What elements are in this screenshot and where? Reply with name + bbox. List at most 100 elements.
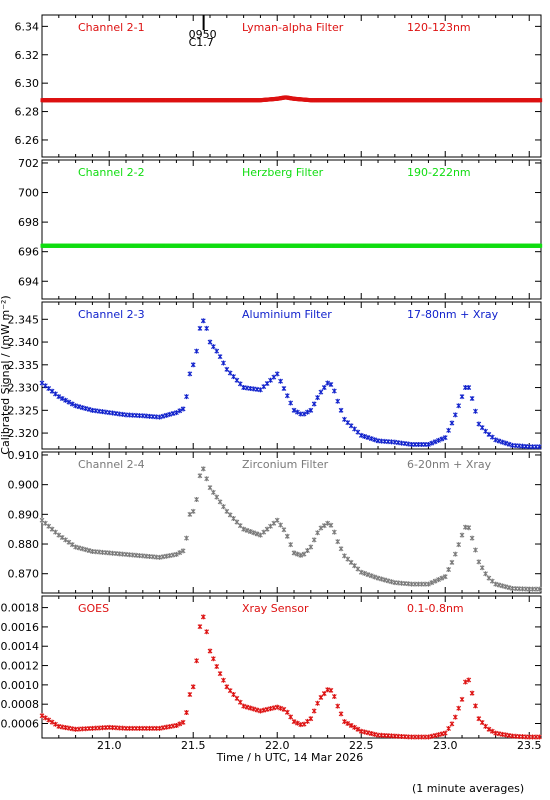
data-point	[190, 362, 196, 368]
data-point	[53, 391, 58, 397]
data-point	[251, 706, 257, 712]
data-point	[59, 395, 65, 401]
data-point	[237, 523, 243, 529]
data-point	[436, 732, 441, 738]
y-tick-label: 694	[18, 275, 39, 288]
y-tick-label: 0.900	[8, 479, 40, 492]
data-point	[66, 399, 72, 405]
data-point	[466, 385, 472, 391]
data-point	[86, 406, 92, 412]
data-point	[506, 441, 512, 447]
data-point	[241, 526, 247, 532]
data-point	[459, 696, 465, 702]
data-point	[503, 440, 509, 446]
y-tick-label: 6.26	[15, 134, 40, 147]
data-point	[163, 553, 169, 559]
panel-frame	[41, 14, 542, 158]
data-point	[362, 729, 367, 735]
panel-filter-label: Zirconium Filter	[242, 458, 329, 471]
data-point	[227, 370, 233, 376]
data-point	[365, 435, 371, 441]
data-point	[456, 542, 462, 548]
data-point	[338, 711, 344, 717]
data-point	[305, 718, 310, 724]
data-point	[56, 723, 62, 729]
data-point	[214, 664, 220, 670]
data-point	[53, 721, 58, 727]
data-point	[83, 405, 89, 411]
data-point	[180, 406, 186, 412]
data-point	[315, 700, 320, 706]
data-point	[325, 380, 331, 386]
data-point	[281, 385, 287, 391]
x-tick-label: 22.5	[349, 739, 374, 752]
data-point	[227, 688, 233, 694]
data-point	[473, 703, 478, 709]
data-point	[476, 559, 482, 565]
panel-filter-label: Aluminium Filter	[242, 308, 332, 321]
data-point	[426, 734, 431, 740]
data-point	[184, 535, 189, 541]
y-tick-label: 6.30	[15, 77, 40, 90]
y-tick-label: 0.890	[8, 508, 40, 521]
panel-band-label: 120-123nm	[407, 21, 471, 34]
data-point	[59, 534, 65, 540]
data-point	[56, 532, 62, 538]
data-point	[493, 581, 499, 587]
data-point	[241, 703, 247, 709]
data-point	[301, 721, 307, 727]
x-tick-label: 22.0	[265, 739, 290, 752]
y-tick-label: 0.0008	[1, 698, 40, 711]
data-point	[278, 522, 283, 528]
data-point	[251, 530, 257, 536]
data-point	[539, 98, 543, 103]
y-tick-label: 702	[18, 157, 39, 170]
data-point	[200, 466, 206, 472]
data-point	[446, 567, 451, 573]
data-point	[291, 719, 297, 725]
data-point	[56, 394, 62, 400]
data-point	[160, 725, 166, 731]
y-tick-label: 0.0006	[1, 718, 40, 731]
data-point	[46, 717, 52, 723]
data-point	[466, 525, 472, 531]
panel-band-label: 0.1-0.8nm	[407, 602, 464, 615]
data-point	[496, 438, 502, 444]
data-point	[174, 551, 179, 557]
data-point	[76, 545, 82, 551]
data-point	[49, 719, 55, 725]
data-point	[221, 360, 226, 366]
data-point	[237, 699, 243, 705]
data-point	[358, 569, 364, 575]
data-point	[174, 722, 179, 728]
data-point	[170, 552, 176, 558]
data-point	[315, 530, 320, 536]
y-tick-label: 700	[18, 187, 39, 200]
data-point	[294, 720, 300, 726]
data-point	[503, 584, 509, 590]
data-point	[496, 582, 502, 588]
data-point	[204, 629, 210, 635]
data-point	[483, 571, 488, 577]
data-point	[331, 693, 337, 699]
data-point	[375, 575, 381, 581]
data-point	[442, 574, 448, 580]
data-point	[258, 708, 263, 714]
data-point	[318, 525, 324, 531]
data-point	[449, 420, 455, 426]
panel-band-label: 190-222nm	[407, 166, 471, 179]
data-point	[244, 527, 250, 533]
data-point	[46, 385, 52, 391]
data-point	[204, 325, 210, 331]
data-point	[446, 427, 451, 433]
data-point	[426, 441, 431, 447]
data-point	[200, 614, 206, 620]
data-point	[231, 515, 236, 521]
data-point	[210, 656, 216, 662]
data-point	[493, 437, 499, 443]
data-point	[342, 719, 347, 725]
data-point	[69, 542, 75, 548]
data-point	[76, 404, 82, 410]
data-point	[442, 435, 448, 441]
data-point	[197, 325, 203, 331]
